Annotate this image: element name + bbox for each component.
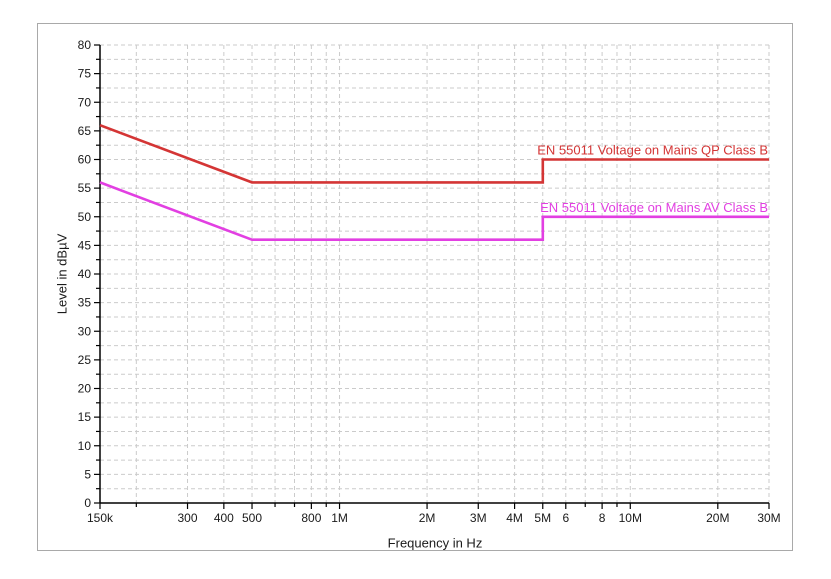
y-tick-label: 20 — [78, 382, 92, 396]
x-tick-label: 150k — [87, 511, 114, 525]
x-tick-label: 3M — [470, 511, 487, 525]
y-tick-label: 55 — [78, 181, 92, 195]
x-tick-label: 6 — [562, 511, 569, 525]
x-tick-label: 2M — [419, 511, 436, 525]
y-tick-label: 50 — [78, 210, 92, 224]
series-line-1 — [99, 181, 769, 241]
x-tick-label: 300 — [178, 511, 198, 525]
grid-layer — [100, 44, 770, 503]
chart-panel — [37, 23, 793, 551]
x-tick-label: 30M — [757, 511, 780, 525]
x-tick-label: 8 — [599, 511, 606, 525]
x-tick-label: 1M — [331, 511, 348, 525]
y-tick-label: 65 — [78, 124, 92, 138]
x-tick-label: 20M — [706, 511, 729, 525]
y-tick-label: 0 — [84, 496, 91, 510]
series-label-0: EN 55011 Voltage on Mains QP Class B — [537, 143, 768, 158]
series-layer — [99, 123, 769, 241]
y-tick-label: 45 — [78, 238, 92, 252]
y-tick-label: 80 — [78, 38, 92, 52]
y-tick-label: 30 — [78, 324, 92, 338]
series-label-1: EN 55011 Voltage on Mains AV Class B — [540, 200, 768, 215]
x-tick-label: 4M — [506, 511, 523, 525]
x-tick-label: 10M — [619, 511, 642, 525]
x-tick-label: 5M — [534, 511, 551, 525]
y-tick-label: 10 — [78, 439, 92, 453]
y-tick-label: 40 — [78, 267, 92, 281]
y-tick-label: 70 — [78, 95, 92, 109]
y-tick-label: 60 — [78, 153, 92, 167]
y-tick-label: 35 — [78, 296, 92, 310]
axis-layer: 0 5 10 15 20 25 30 35 40 45 50 55 60 65 70 75 80 150k 300 4… — [78, 38, 781, 525]
y-axis-title: Level in dBµV — [54, 233, 70, 315]
y-tick-label: 15 — [78, 410, 92, 424]
y-tick-label: 75 — [78, 67, 92, 81]
x-tick-label: 500 — [242, 511, 262, 525]
series-line-0 — [99, 123, 769, 184]
x-axis-title: Frequency in Hz — [387, 535, 483, 551]
x-tick-label: 800 — [301, 511, 321, 525]
label-layer: EN 55011 Voltage on Mains QP Class B EN 5… — [537, 143, 768, 215]
y-tick-label: 5 — [84, 467, 91, 481]
x-tick-label: 400 — [214, 511, 234, 525]
y-tick-label: 25 — [78, 353, 92, 367]
